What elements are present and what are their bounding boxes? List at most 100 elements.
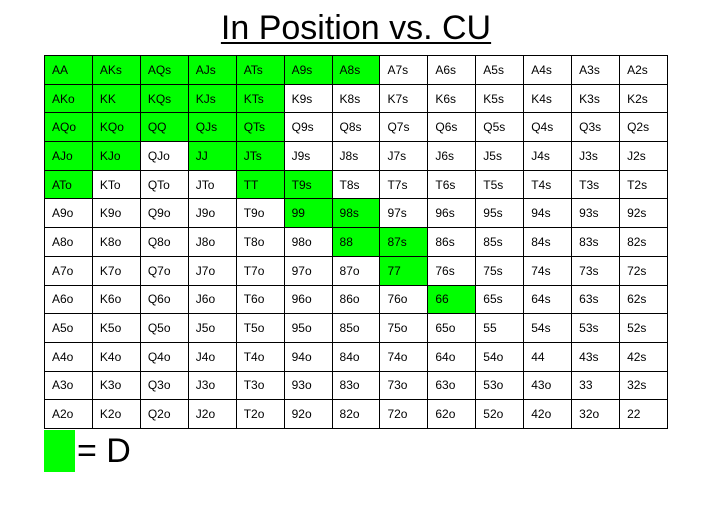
hand-cell: 95o [284, 314, 333, 343]
hand-cell: A6s [428, 56, 477, 85]
hand-cell: A4o [45, 342, 93, 372]
hand-cell: 42o [524, 400, 573, 429]
hand-cell: J2o [188, 400, 237, 429]
hand-cell: 98o [284, 228, 333, 257]
hand-cell: ATs [236, 56, 285, 85]
hand-cell: T4s [524, 170, 573, 200]
hand-cell: K8o [92, 228, 141, 257]
hand-cell: K9o [92, 199, 141, 229]
hand-cell: A6o [45, 285, 93, 315]
hand-cell: T2o [236, 400, 285, 429]
hand-cell: 73o [380, 371, 429, 401]
hand-cell: K7s [380, 84, 429, 114]
hand-cell: J7o [188, 256, 237, 286]
hand-cell: J5o [188, 314, 237, 343]
hand-cell: 66 [428, 285, 477, 315]
hand-cell: AKo [45, 84, 93, 114]
hand-cell: J5s [476, 142, 525, 171]
hand-cell: 84o [332, 342, 381, 372]
hand-cell: 72s [620, 256, 668, 286]
hand-cell: 42s [620, 342, 668, 372]
hand-cell: 84s [524, 228, 573, 257]
hand-cell: 74o [380, 342, 429, 372]
hand-cell: Q5o [140, 314, 189, 343]
hand-cell: A2o [45, 400, 93, 429]
hand-cell: 32s [620, 371, 668, 401]
hand-cell: KTo [92, 170, 141, 200]
hand-cell: 92s [620, 199, 668, 229]
hand-cell: J3s [572, 142, 621, 171]
hand-cell: 76s [428, 256, 477, 286]
hand-cell: T9o [236, 199, 285, 229]
legend-label: = D [77, 432, 131, 470]
hand-cell: 85s [476, 228, 525, 257]
hand-cell: K6o [92, 285, 141, 315]
hand-cell: Q7s [380, 113, 429, 143]
hand-cell: 54o [476, 342, 525, 372]
hand-cell: KJs [188, 84, 237, 114]
hand-cell: QQ [140, 113, 189, 143]
hand-cell: 75o [380, 314, 429, 343]
hand-cell: KQs [140, 84, 189, 114]
hand-cell: J6o [188, 285, 237, 315]
hand-cell: Q8o [140, 228, 189, 257]
hand-cell: Q9s [284, 113, 333, 143]
hand-cell: A9s [284, 56, 333, 85]
hand-cell: 65s [476, 285, 525, 315]
hand-cell: T9s [284, 170, 333, 200]
hand-cell: QJs [188, 113, 237, 143]
hand-cell: K6s [428, 84, 477, 114]
hand-cell: Q8s [332, 113, 381, 143]
hand-cell: AA [45, 56, 93, 85]
hand-cell: T8o [236, 228, 285, 257]
hand-cell: JTo [188, 170, 237, 200]
hand-cell: AQo [45, 113, 93, 143]
hand-cell: 64s [524, 285, 573, 315]
hand-cell: 44 [524, 342, 573, 372]
hand-cell: 98s [332, 199, 381, 229]
hand-cell: A4s [524, 56, 573, 85]
hand-cell: 43o [524, 371, 573, 401]
hand-cell: 82o [332, 400, 381, 429]
hand-cell: 63s [572, 285, 621, 315]
hand-cell: 65o [428, 314, 477, 343]
hand-cell: AJo [45, 142, 93, 171]
hand-cell: 93o [284, 371, 333, 401]
hand-cell: 93s [572, 199, 621, 229]
hand-cell: 82s [620, 228, 668, 257]
hand-range-grid: AA AKs AQs AJs ATs A9s A8s A7s A6s A5s A4s A3s A2s AK… [44, 55, 668, 429]
hand-cell: KQo [92, 113, 141, 143]
hand-cell: 73s [572, 256, 621, 286]
hand-cell: J8s [332, 142, 381, 171]
chart-title: In Position vs. CU [220, 9, 492, 47]
hand-cell: K4o [92, 342, 141, 372]
hand-cell: 97s [380, 199, 429, 229]
hand-cell: ATo [45, 170, 93, 200]
hand-cell: KK [92, 84, 141, 114]
hand-cell: T4o [236, 342, 285, 372]
hand-cell: 74s [524, 256, 573, 286]
hand-cell: 76o [380, 285, 429, 315]
hand-cell: A5o [45, 314, 93, 343]
hand-cell: 53s [572, 314, 621, 343]
hand-cell: 85o [332, 314, 381, 343]
hand-cell: 92o [284, 400, 333, 429]
hand-cell: Q3o [140, 371, 189, 401]
hand-cell: K8s [332, 84, 381, 114]
hand-cell: QTo [140, 170, 189, 200]
hand-cell: J3o [188, 371, 237, 401]
hand-cell: 54s [524, 314, 573, 343]
hand-cell: Q6o [140, 285, 189, 315]
hand-cell: KJo [92, 142, 141, 171]
legend-swatch-d [44, 430, 75, 472]
hand-cell: 53o [476, 371, 525, 401]
hand-cell: T5o [236, 314, 285, 343]
hand-cell: K2s [620, 84, 668, 114]
hand-cell: A3o [45, 371, 93, 401]
hand-cell: 52s [620, 314, 668, 343]
hand-cell: J4s [524, 142, 573, 171]
hand-cell: 97o [284, 256, 333, 286]
hand-cell: 87s [380, 228, 429, 257]
hand-cell: 94s [524, 199, 573, 229]
hand-cell: 77 [380, 256, 429, 286]
